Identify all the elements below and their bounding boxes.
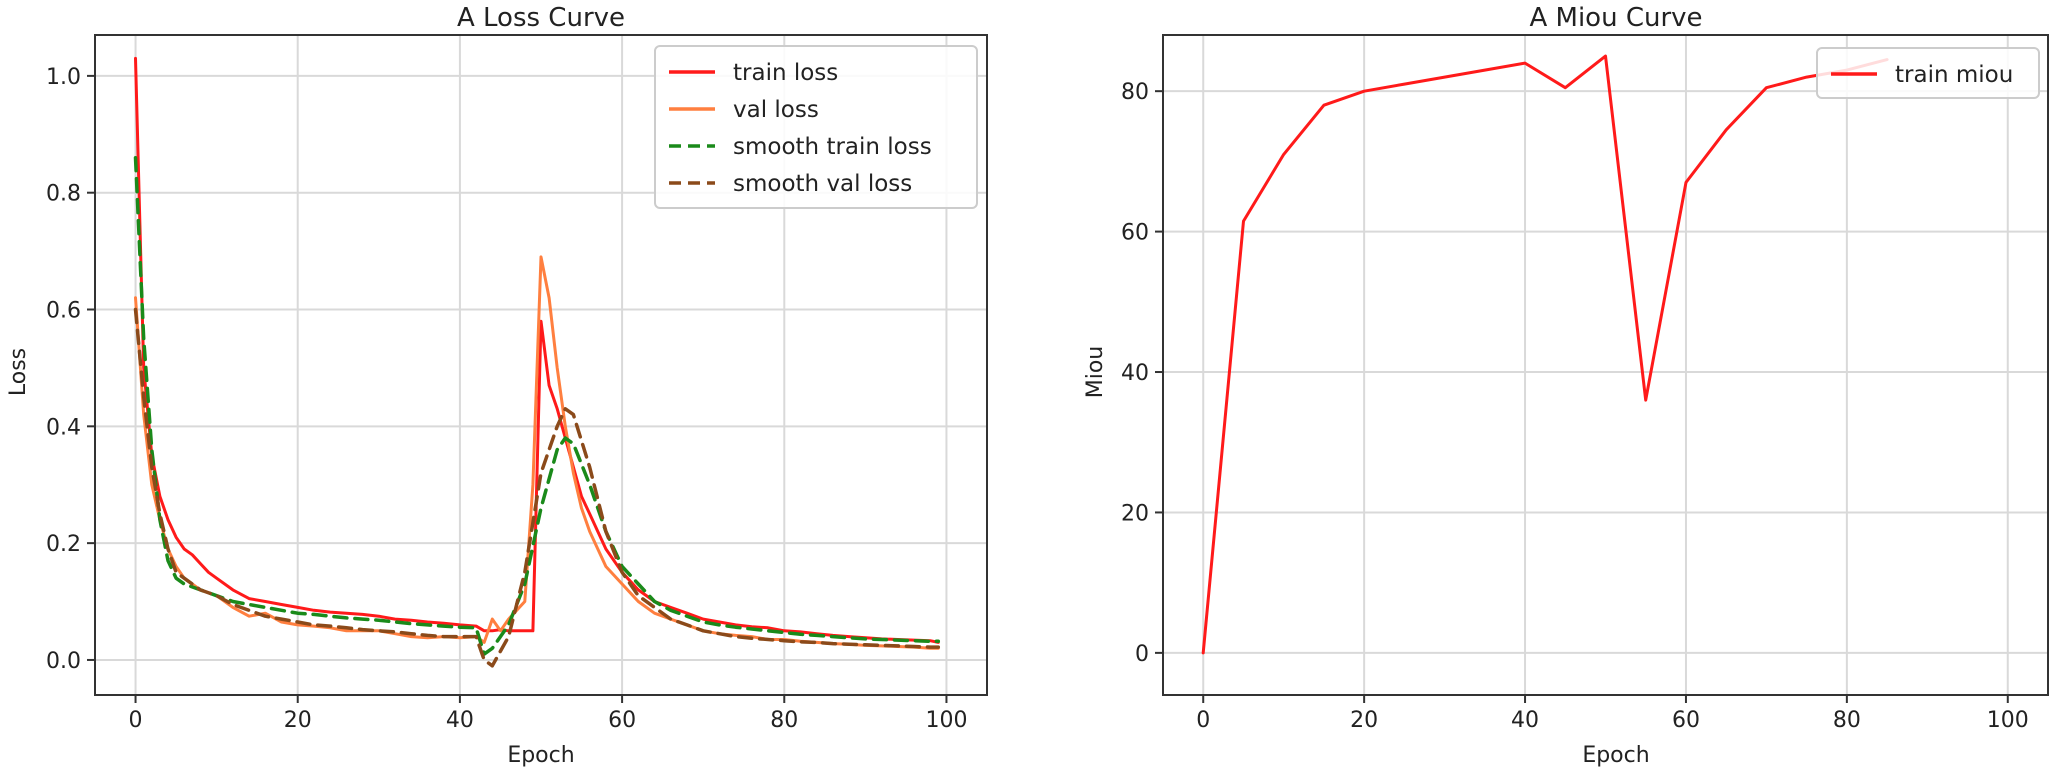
miou-chart-xtick-label: 0	[1196, 708, 1210, 733]
loss-chart-legend: train loss val loss smooth train loss smoot…	[654, 45, 978, 209]
loss-chart-ytick-label: 0.2	[46, 532, 81, 557]
miou-chart-xtick-label: 20	[1350, 708, 1378, 733]
loss-chart-series-train-loss	[134, 56, 940, 644]
loss-chart-xtick-label: 80	[770, 708, 798, 733]
loss-chart-ylabel: Loss	[6, 348, 31, 396]
miou-chart-legend: train miou	[1816, 47, 2040, 99]
loss-chart-series	[133, 56, 941, 668]
loss-chart: A Loss Curve Epoch Loss 0 20 40 60 80 1000.00…	[6, 3, 988, 768]
miou-chart-ylabel: Miou	[1083, 346, 1108, 399]
loss-chart-xtick-label: 40	[446, 708, 474, 733]
loss-chart-title: A Loss Curve	[457, 3, 625, 33]
loss-chart-legend-label: smooth val loss	[733, 171, 912, 197]
miou-chart-legend-box	[1816, 47, 2040, 99]
miou-chart-series	[1201, 54, 1889, 655]
loss-chart-legend-label: train loss	[733, 60, 838, 86]
miou-chart-xtick-label: 80	[1833, 708, 1861, 733]
loss-chart-ytick-label: 0.0	[46, 649, 81, 674]
miou-chart-grid	[1163, 35, 2048, 695]
miou-chart-xtick-label: 100	[1987, 708, 2029, 733]
miou-chart-ytick-label: 40	[1121, 361, 1149, 386]
miou-chart: A Miou Curve Epoch Miou 0 20 40 60 80 100 0 20 4…	[1083, 3, 2049, 768]
miou-chart-ytick-label: 60	[1121, 221, 1149, 246]
miou-chart-ytick-label: 20	[1121, 501, 1149, 526]
miou-chart-ytick-label: 80	[1121, 80, 1149, 105]
loss-chart-xtick-label: 60	[608, 708, 636, 733]
loss-chart-ytick-label: 1.0	[46, 65, 81, 90]
loss-chart-xtick-label: 100	[925, 708, 967, 733]
miou-chart-xtick-label: 60	[1672, 708, 1700, 733]
miou-chart-legend-label: train miou	[1895, 62, 2013, 88]
loss-chart-legend-label: val loss	[733, 97, 819, 123]
miou-chart-ticks: 0 20 40 60 80 100 0 20 40 60 80	[1121, 80, 2029, 733]
loss-chart-legend-box	[654, 45, 978, 209]
loss-chart-ytick-label: 0.6	[46, 299, 81, 324]
loss-chart-xtick-label: 0	[129, 708, 143, 733]
loss-chart-frame	[94, 34, 988, 696]
loss-chart-xlabel: Epoch	[507, 743, 574, 768]
loss-chart-legend-label: smooth train loss	[733, 134, 932, 160]
loss-chart-series-smooth-val-loss	[133, 307, 941, 668]
loss-chart-ticks: 0 20 40 60 80 100 0.0 0.2 0.4 0.6 0.8 1.0	[46, 65, 967, 733]
miou-chart-frame	[1162, 34, 2049, 696]
miou-chart-series-train-miou	[1201, 54, 1889, 655]
miou-chart-ytick-label: 0	[1135, 642, 1149, 667]
miou-chart-title: A Miou Curve	[1529, 3, 1702, 33]
loss-chart-xtick-label: 20	[284, 708, 312, 733]
loss-chart-ytick-label: 0.4	[46, 415, 81, 440]
miou-chart-xtick-label: 40	[1511, 708, 1539, 733]
miou-chart-xlabel: Epoch	[1582, 743, 1649, 768]
loss-chart-ytick-label: 0.8	[46, 182, 81, 207]
